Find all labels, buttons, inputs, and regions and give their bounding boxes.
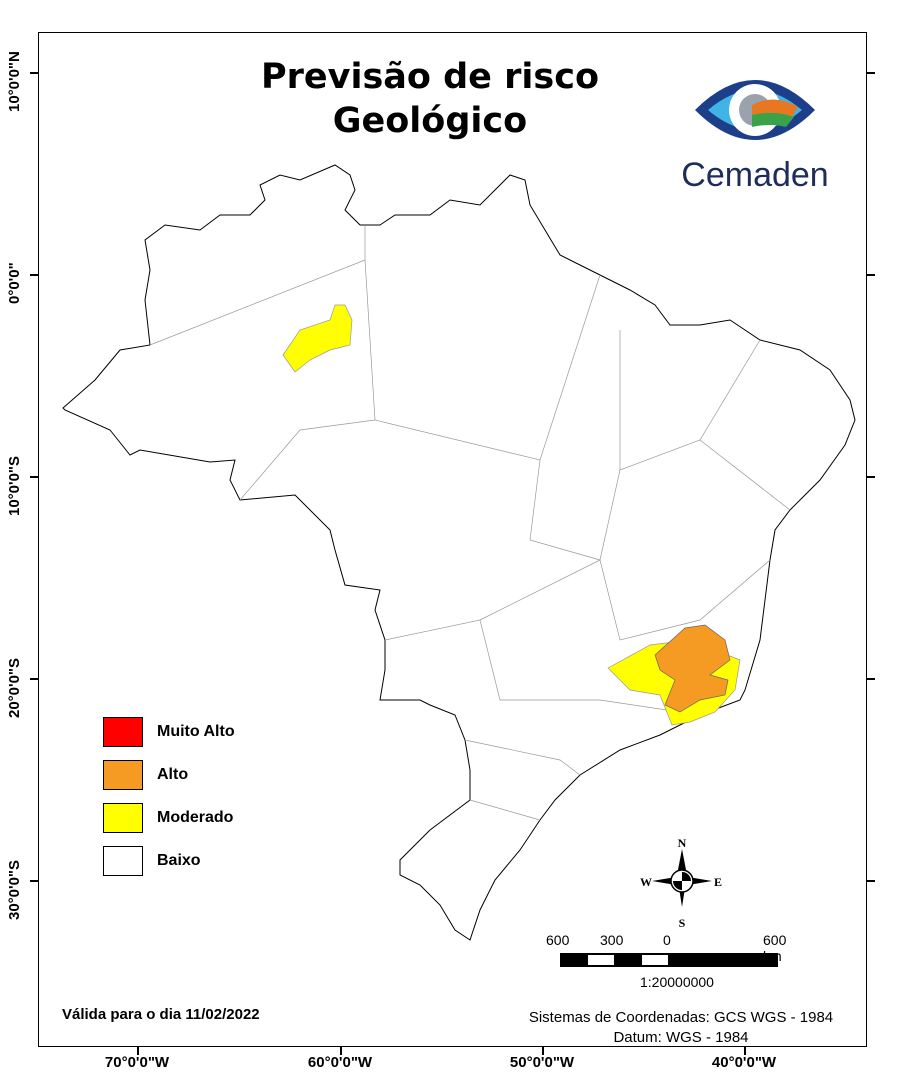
legend-label: Moderado (157, 808, 234, 826)
cemaden-logo: Cemaden (670, 65, 840, 195)
datum: Datum: WGS - 1984 (613, 1029, 749, 1046)
logo-text: Cemaden (681, 156, 829, 194)
eye-logo-icon (695, 80, 815, 140)
scale-ratio: 1:20000000 (640, 974, 714, 990)
scale-bar: 600 300 0 600 km 1:20000000 (546, 932, 788, 992)
scale-label: 600 (546, 932, 570, 948)
lon-label: 60°0'0"W (307, 1054, 373, 1071)
scale-label: 0 (663, 932, 671, 948)
compass-w: W (640, 875, 652, 889)
compass-s: S (679, 916, 686, 930)
legend-label: Baixo (157, 851, 201, 869)
legend-label: Muito Alto (157, 722, 235, 740)
state-borders (149, 225, 791, 821)
legend-item-muito-alto: Muito Alto (103, 710, 235, 753)
legend-item-moderado: Moderado (103, 796, 235, 839)
legend-item-alto: Alto (103, 753, 235, 796)
coordinate-system: Sistemas de Coordenadas: GCS WGS - 1984 (528, 1009, 834, 1026)
legend-swatch (103, 716, 143, 747)
brazil-outline (62, 164, 856, 941)
legend: Muito Alto Alto Moderado Baixo (103, 710, 235, 882)
title-line-2: Geológico (332, 101, 528, 141)
lon-label: 70°0'0"W (104, 1054, 170, 1071)
valid-date: Válida para o dia 11/02/2022 (62, 1006, 260, 1023)
compass-n: N (678, 836, 687, 850)
map-title: Previsão de risco Geológico (240, 55, 620, 143)
lon-label: 40°0'0"W (711, 1054, 777, 1071)
compass-rose-icon: N S W E (640, 836, 722, 930)
lon-label: 50°0'0"W (509, 1054, 575, 1071)
legend-item-baixo: Baixo (103, 839, 235, 882)
scale-label: 300 (600, 932, 624, 948)
legend-swatch (103, 845, 143, 876)
moderate-risk-area-amazonas (282, 304, 353, 373)
high-risk-area-southeast (654, 624, 731, 713)
title-line-1: Previsão de risco (260, 57, 599, 97)
coordinate-info: Sistemas de Coordenadas: GCS WGS - 1984 … (496, 1008, 866, 1048)
compass-e: E (714, 875, 722, 889)
legend-swatch (103, 802, 143, 833)
map-frame (38, 32, 867, 1047)
legend-swatch (103, 759, 143, 790)
legend-label: Alto (157, 765, 189, 783)
